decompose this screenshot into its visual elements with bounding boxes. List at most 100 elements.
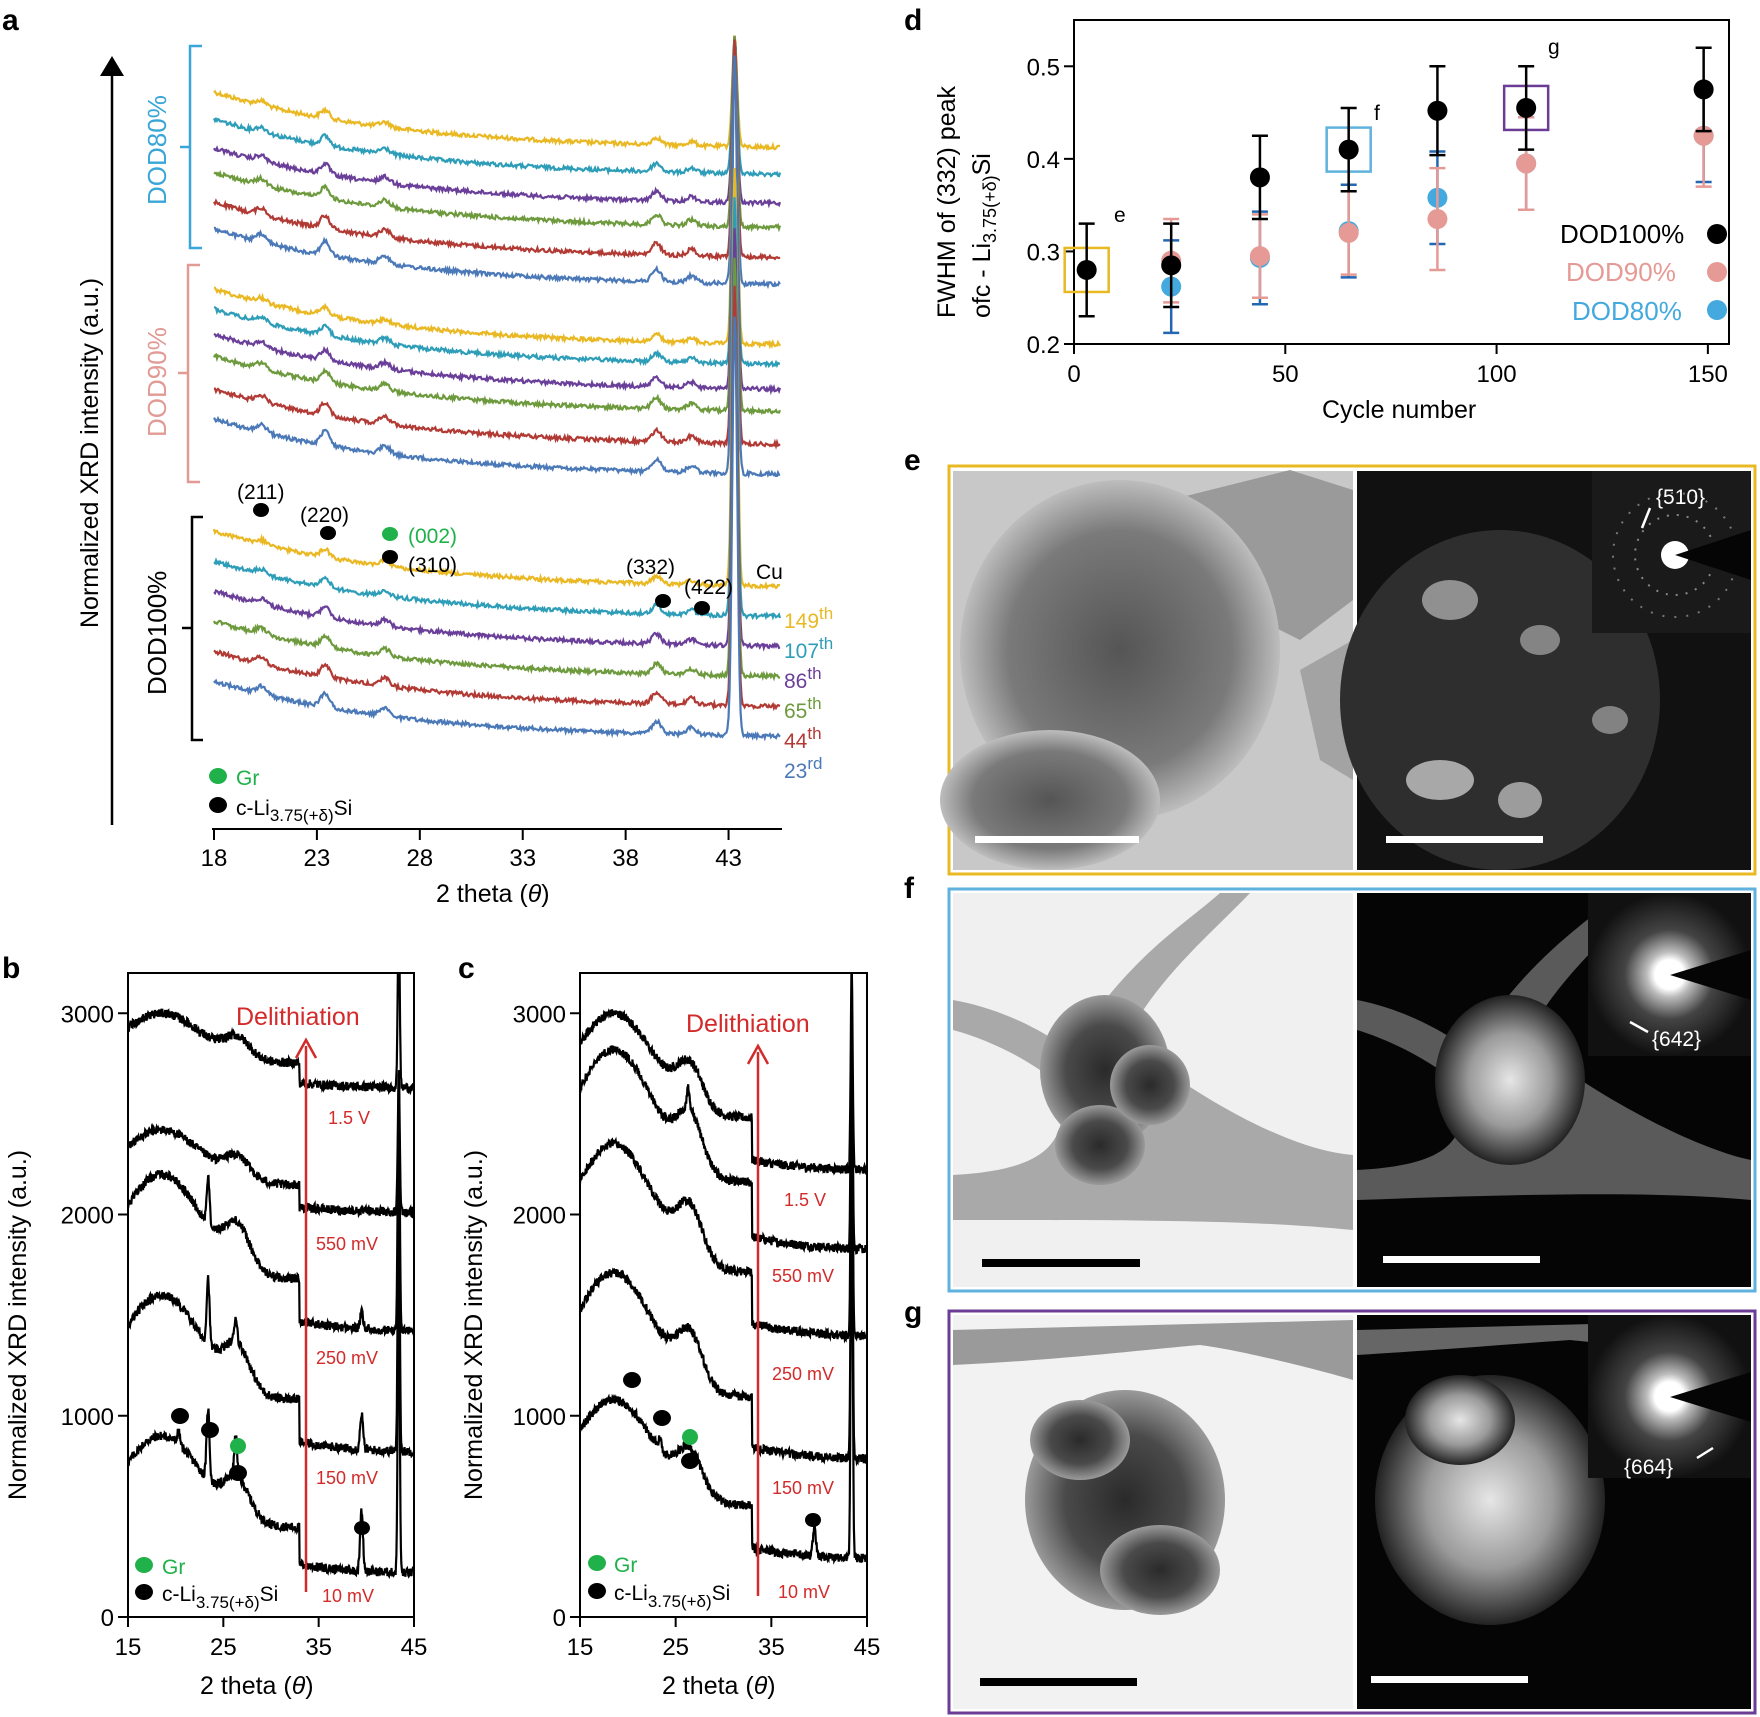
x-tick-label: 28 xyxy=(406,845,433,872)
panel-e: e {510} xyxy=(904,444,1757,876)
xrd-trace xyxy=(213,36,782,396)
y-tick-label: 0.5 xyxy=(1027,54,1060,81)
ring-label-642: {642} xyxy=(1652,1028,1701,1051)
y-tick-label: 0.2 xyxy=(1027,332,1060,359)
li-si-marker xyxy=(805,1513,821,1527)
xrd-trace xyxy=(213,197,782,621)
panel-label-d: d xyxy=(904,4,922,37)
y-tick-label: 2000 xyxy=(61,1203,114,1230)
xrd-trace-250-mV xyxy=(580,1034,867,1344)
y-tick-label: 0.3 xyxy=(1027,239,1060,266)
dod80-bracket xyxy=(188,44,202,250)
cycle-label-107: 107th xyxy=(784,634,833,663)
panel-c-voltage: 250 mV xyxy=(772,1364,834,1384)
xrd-trace xyxy=(213,316,781,742)
xrd-trace-250-mV xyxy=(128,1070,414,1338)
x-tick-label: 25 xyxy=(662,1634,689,1661)
li-si-marker xyxy=(354,1521,370,1535)
legend-dod90-marker xyxy=(1707,262,1727,282)
graphite-legend-marker xyxy=(209,768,227,784)
panel-b-legend-gr: Gr xyxy=(162,1556,185,1579)
panel-a: a Normalized XRD intensity (a.u.) DOD80%… xyxy=(2,4,833,908)
dod80-label: DOD80% xyxy=(142,95,172,205)
panel-b-plot: 15 25 35 45 0 1000 2000 3000 xyxy=(61,972,428,1661)
panel-d-ylabel-line2: ofc - Li3.75(+δ)Si xyxy=(968,153,1000,318)
data-point-dod90 xyxy=(1427,209,1448,230)
x-tick-label: 15 xyxy=(567,1634,594,1661)
li-si-legend-marker xyxy=(209,797,227,813)
legend-dod80-marker xyxy=(1707,300,1727,320)
panel-b-voltage: 250 mV xyxy=(316,1348,378,1368)
xrd-trace xyxy=(213,37,781,262)
y-tick-label: 3000 xyxy=(61,1001,114,1028)
panel-b-voltage: 1.5 V xyxy=(328,1108,370,1128)
graphite-legend-marker xyxy=(588,1555,606,1571)
xrd-trace xyxy=(213,55,781,479)
xrd-trace xyxy=(213,36,781,152)
particle-f-darkfield xyxy=(1435,995,1585,1165)
panel-b-ylabel: Normalized XRD intensity (a.u.) xyxy=(4,1150,32,1500)
panel-f: f {642} xyxy=(904,872,1757,1293)
panel-label-e: e xyxy=(904,444,921,477)
graphite-marker xyxy=(230,1438,246,1454)
panel-c-ylabel: Normalized XRD intensity (a.u.) xyxy=(460,1150,488,1500)
panel-c-legend-gr: Gr xyxy=(614,1554,637,1577)
li-si-marker xyxy=(655,594,671,608)
peak-label-422: (422) xyxy=(684,576,733,599)
x-tick-label: 150 xyxy=(1688,361,1728,388)
panel-c-voltage: 1.5 V xyxy=(784,1190,826,1210)
data-point-dod100 xyxy=(1249,167,1270,188)
data-point-dod100 xyxy=(1338,139,1359,160)
y-tick-label: 3000 xyxy=(513,1001,566,1028)
panel-g: g {664} xyxy=(904,1296,1757,1715)
panel-a-x-axis: 18 23 28 33 38 43 xyxy=(201,828,782,872)
xrd-trace xyxy=(212,38,782,178)
graphite-marker xyxy=(682,1429,698,1445)
xrd-trace xyxy=(213,228,781,652)
x-tick-label: 25 xyxy=(210,1634,237,1661)
cycle-label-44: 44th xyxy=(784,724,822,753)
li-si-marker xyxy=(171,1408,189,1424)
x-tick-label: 23 xyxy=(304,845,331,872)
panel-a-xlabel: 2 theta (θ) xyxy=(436,880,550,908)
xrd-trace-1-5-V xyxy=(580,973,867,1176)
panel-c-voltage: 550 mV xyxy=(772,1266,834,1286)
peak-label-310: (310) xyxy=(408,554,457,577)
box-label-g: g xyxy=(1548,36,1560,59)
legend-dod80: DOD80% xyxy=(1572,296,1682,326)
li-si-legend-marker xyxy=(135,1584,153,1600)
data-point-dod90 xyxy=(1249,246,1270,267)
scale-bar xyxy=(1383,1256,1540,1263)
li-si-marker xyxy=(623,1372,641,1388)
xrd-trace xyxy=(213,35,781,350)
scale-bar xyxy=(980,1678,1137,1686)
xrd-trace-150-mV xyxy=(128,1149,414,1459)
plot-frame xyxy=(127,972,415,1618)
peak-label-332: (332) xyxy=(626,556,675,579)
panel-d-xlabel: Cycle number xyxy=(1322,396,1476,424)
x-tick-label: 38 xyxy=(612,845,639,872)
plot-frame xyxy=(1073,19,1730,345)
panel-c: c Normalized XRD intensity (a.u.) 15 25 35… xyxy=(458,952,880,1700)
xrd-trace-10-mV xyxy=(128,1252,414,1580)
dod90-label: DOD90% xyxy=(142,327,172,437)
panel-d-plot: 0 50 100 150 0.2 0.3 0.4 0.5 xyxy=(1027,19,1730,388)
panel-label-a: a xyxy=(2,4,19,37)
legend-dod90: DOD90% xyxy=(1566,257,1676,287)
data-point-dod100 xyxy=(1161,255,1182,276)
li-si-marker xyxy=(229,1465,247,1481)
arrow-head-icon xyxy=(100,56,124,76)
x-tick-label: 100 xyxy=(1477,361,1517,388)
xrd-trace-550-mV xyxy=(128,1074,414,1219)
y-tick-label: 0 xyxy=(101,1605,114,1632)
panel-c-legend-li-si: c-Li3.75(+δ)Si xyxy=(614,1582,730,1611)
dod100-bracket xyxy=(190,515,203,742)
li-si-marker xyxy=(253,503,269,517)
panel-c-plot: 15 25 35 45 0 1000 2000 3000 xyxy=(513,972,880,1661)
dod90-bracket xyxy=(186,263,200,484)
y-tick-label: 2000 xyxy=(513,1203,566,1230)
xrd-trace-1-5-V xyxy=(128,973,414,1096)
arrow-up-icon xyxy=(294,1037,318,1059)
x-tick-label: 45 xyxy=(401,1634,428,1661)
legend-dod100-marker xyxy=(1707,224,1727,244)
